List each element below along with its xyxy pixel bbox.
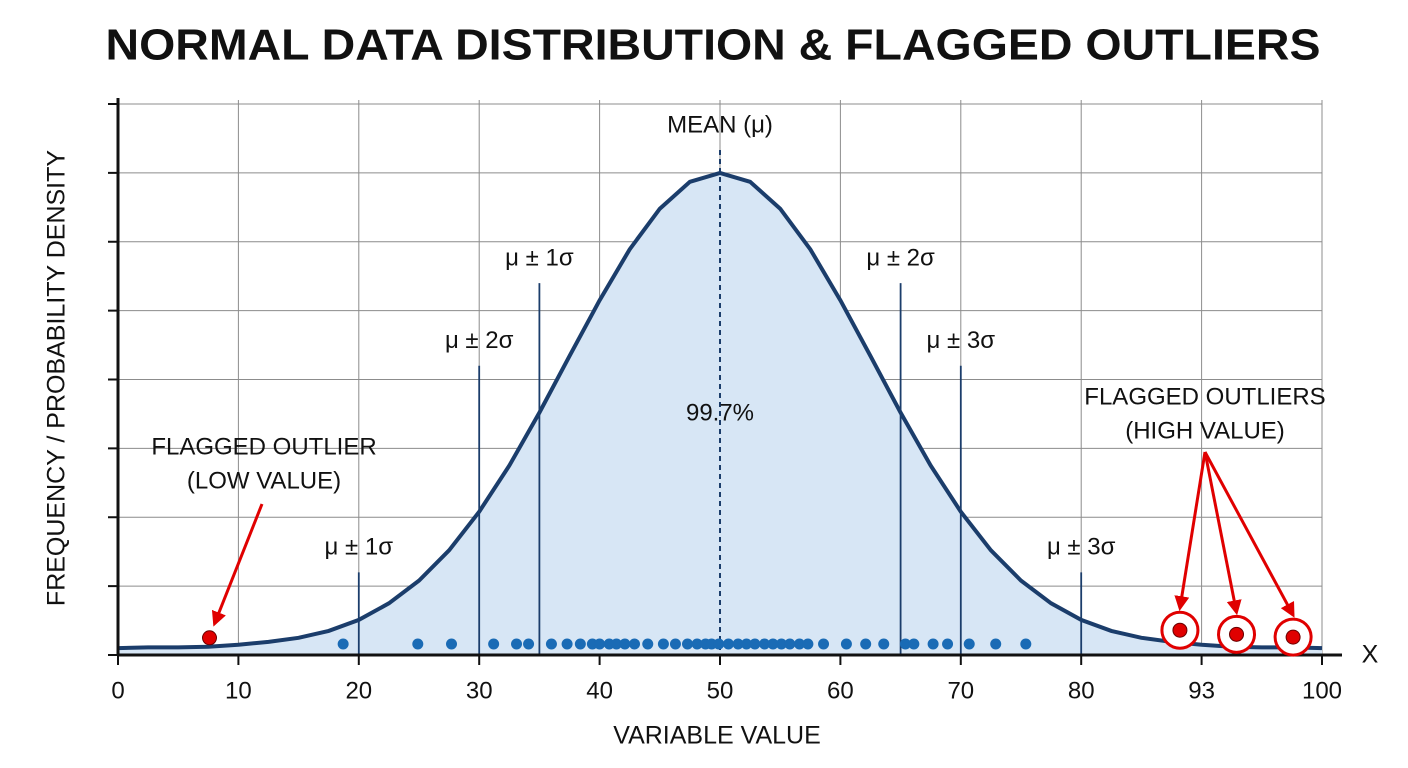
data-point	[337, 638, 349, 650]
data-point	[1020, 638, 1032, 650]
data-point	[691, 638, 703, 650]
x-axis-end-label: X	[1362, 641, 1379, 669]
annotation-text: FLAGGED OUTLIERS	[1084, 383, 1325, 410]
data-point	[629, 638, 641, 650]
mean-label: MEAN (μ)	[667, 111, 773, 138]
data-point	[802, 638, 814, 650]
data-point	[713, 638, 725, 650]
sigma-label: μ ± 1σ	[325, 534, 394, 561]
y-axis-label: FREQUENCY / PROBABILITY DENSITY	[43, 150, 71, 606]
x-tick-label: 93	[1188, 677, 1215, 704]
sigma-label: μ ± 3σ	[1047, 534, 1116, 561]
data-point	[722, 638, 734, 650]
data-point	[927, 638, 939, 650]
x-tick-label: 60	[827, 677, 854, 704]
data-point	[412, 638, 424, 650]
annotation-text: FLAGGED OUTLIER	[151, 433, 376, 460]
data-point	[908, 638, 920, 650]
data-point	[657, 638, 669, 650]
x-tick-label: 0	[111, 677, 124, 704]
annotation-arrow	[1174, 451, 1207, 612]
data-point	[488, 638, 500, 650]
data-point	[511, 638, 523, 650]
data-point	[574, 638, 586, 650]
data-point	[749, 638, 761, 650]
annotation-text: (LOW VALUE)	[187, 467, 341, 494]
data-point	[963, 638, 975, 650]
annotation-arrow	[1203, 451, 1242, 616]
outlier-point	[1285, 629, 1301, 645]
sigma-label: μ ± 2σ	[866, 244, 935, 271]
data-point	[610, 638, 622, 650]
annotation-text: (HIGH VALUE)	[1125, 417, 1285, 444]
data-point	[784, 638, 796, 650]
x-axis-label: VARIABLE VALUE	[613, 722, 821, 750]
chart-title: NORMAL DATA DISTRIBUTION & FLAGGED OUTLI…	[106, 21, 1321, 70]
x-tick-label: 50	[707, 677, 734, 704]
data-point	[775, 638, 787, 650]
data-point	[942, 638, 954, 650]
data-point	[818, 638, 830, 650]
x-tick-label: 20	[345, 677, 372, 704]
x-tick-label: 80	[1068, 677, 1095, 704]
center-label: 99.7%	[686, 399, 754, 426]
x-tick-label: 40	[586, 677, 613, 704]
data-point	[740, 638, 752, 650]
data-point	[793, 638, 805, 650]
x-tick-label: 30	[466, 677, 493, 704]
data-point	[767, 638, 779, 650]
annotation-arrow	[211, 503, 264, 627]
data-point	[669, 638, 681, 650]
data-point	[759, 638, 771, 650]
data-point	[594, 638, 606, 650]
data-point	[878, 638, 890, 650]
data-point	[860, 638, 872, 650]
outlier-point	[1172, 622, 1188, 638]
data-point	[561, 638, 573, 650]
data-point	[545, 638, 557, 650]
data-point	[899, 638, 911, 650]
data-point	[681, 638, 693, 650]
outlier-point	[202, 630, 218, 646]
data-point	[732, 638, 744, 650]
data-point	[990, 638, 1002, 650]
sigma-label: μ ± 2σ	[445, 327, 514, 354]
data-point	[642, 638, 654, 650]
x-tick-label: 70	[947, 677, 974, 704]
data-point	[446, 638, 458, 650]
x-tick-label: 10	[225, 677, 252, 704]
x-tick-label: 100	[1302, 677, 1342, 704]
outlier-point	[1229, 626, 1245, 642]
sigma-label: μ ± 3σ	[927, 327, 996, 354]
data-point	[523, 638, 535, 650]
data-point	[619, 638, 631, 650]
data-point	[840, 638, 852, 650]
annotation-arrow	[1203, 451, 1295, 618]
sigma-label: μ ± 1σ	[505, 244, 574, 271]
